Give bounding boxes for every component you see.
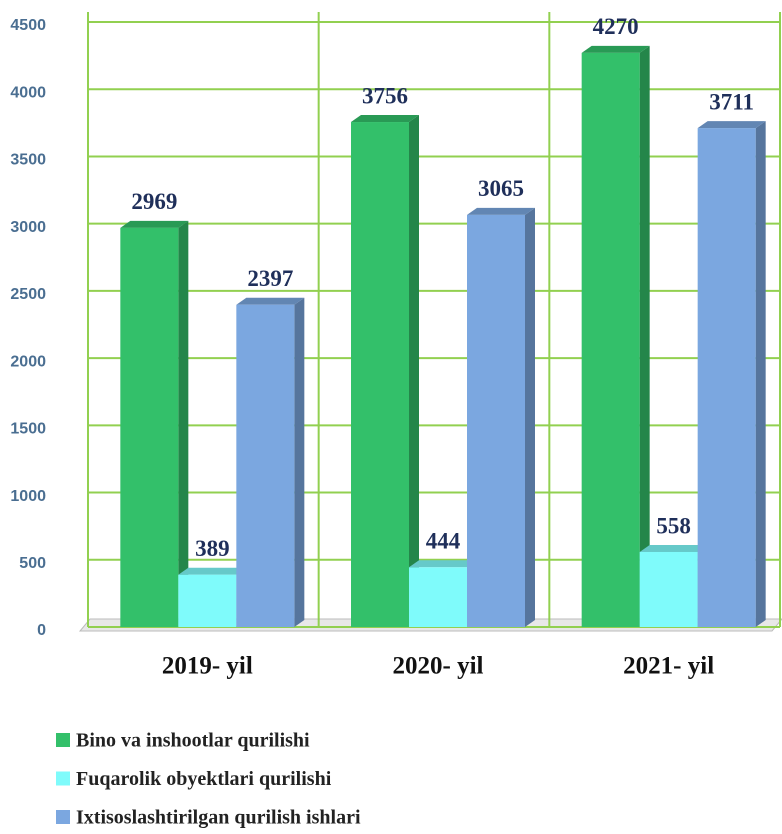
legend-label: Bino va inshootlar qurilishi — [76, 730, 310, 752]
y-tick-label: 4500 — [10, 17, 46, 34]
legend-swatch — [56, 810, 70, 824]
bar-side — [294, 297, 305, 627]
bar-side — [178, 220, 189, 627]
data-label: 389 — [195, 536, 230, 561]
data-label: 2969 — [131, 189, 177, 214]
y-tick-label: 0 — [37, 622, 46, 639]
legend-swatch — [56, 733, 70, 747]
bar-top — [236, 297, 305, 305]
data-label: 3065 — [478, 176, 524, 201]
bar — [639, 551, 698, 627]
bar-top — [351, 115, 419, 123]
x-tick-label: 2021- yil — [623, 653, 714, 680]
bar-top — [581, 45, 650, 53]
x-tick-label: 2019- yil — [162, 653, 253, 680]
bar — [467, 214, 525, 627]
bar-side — [525, 207, 535, 627]
bar-top — [120, 220, 189, 228]
y-tick-label: 2000 — [10, 353, 46, 370]
bar — [697, 128, 756, 627]
bar-side — [639, 45, 650, 627]
bar — [236, 304, 295, 627]
data-label: 558 — [656, 513, 691, 538]
x-tick-label: 2020- yil — [393, 653, 484, 680]
data-label: 2397 — [247, 266, 293, 291]
bar — [351, 122, 409, 627]
legend-label: Fuqarolik obyektlari qurilishi — [76, 768, 332, 790]
bar-top — [178, 567, 247, 575]
bar-top — [467, 207, 535, 215]
bar — [581, 52, 640, 627]
data-label: 4270 — [593, 14, 639, 39]
y-tick-label: 500 — [19, 555, 46, 572]
y-tick-label: 1000 — [10, 488, 46, 505]
y-tick-label: 4000 — [10, 84, 46, 101]
legend-swatch — [56, 771, 70, 786]
legend-label: Ixtisoslashtirilgan qurilish ishlari — [76, 807, 361, 829]
y-tick-label: 3500 — [10, 152, 46, 169]
y-tick-label: 2500 — [10, 286, 46, 303]
y-tick-label: 3000 — [10, 219, 46, 236]
bar-top — [639, 544, 708, 552]
data-label: 3711 — [709, 89, 754, 114]
bar-side — [409, 115, 419, 627]
bar-top — [697, 121, 766, 129]
y-tick-label: 1500 — [10, 421, 46, 438]
bar-side — [755, 121, 766, 628]
data-label: 3756 — [362, 83, 408, 108]
bar — [120, 227, 179, 627]
bar — [178, 574, 237, 627]
bar — [409, 567, 467, 627]
data-label: 444 — [426, 529, 461, 554]
bar-top — [409, 560, 477, 568]
